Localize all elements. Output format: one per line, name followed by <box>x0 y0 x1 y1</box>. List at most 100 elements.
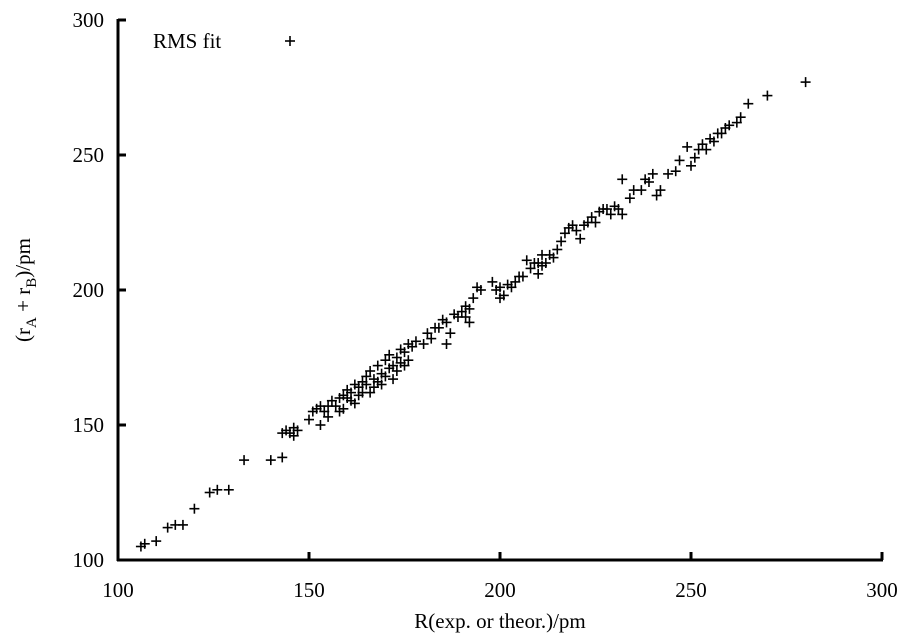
data-point <box>212 484 223 495</box>
data-point <box>590 217 601 228</box>
data-point <box>540 258 551 268</box>
legend-marker <box>285 36 295 46</box>
data-point <box>368 382 379 393</box>
data-point <box>636 185 647 196</box>
data-point <box>487 276 498 287</box>
y-axis-title-part: )/pm <box>11 238 35 278</box>
x-tick-label: 200 <box>484 578 516 602</box>
data-point <box>571 225 582 236</box>
data-point <box>464 303 475 314</box>
data-point <box>548 252 559 263</box>
data-point <box>407 341 418 352</box>
legend: RMS fit <box>153 29 295 53</box>
data-point <box>651 190 662 201</box>
data-point <box>689 152 700 163</box>
data-point <box>372 360 383 371</box>
data-point <box>464 317 475 328</box>
data-point <box>525 263 536 274</box>
data-point <box>624 193 635 204</box>
data-point <box>647 168 658 179</box>
data-point <box>521 255 532 266</box>
data-point <box>724 120 735 131</box>
data-point <box>399 347 410 358</box>
data-point <box>139 538 150 549</box>
data-point <box>277 452 288 463</box>
y-axis-title: (rA + rB)/pm <box>11 238 40 342</box>
data-point <box>468 293 479 304</box>
data-point <box>388 360 399 371</box>
data-point <box>338 403 349 414</box>
data-point <box>559 228 570 239</box>
data-point <box>445 328 456 339</box>
data-point <box>426 333 437 344</box>
data-point <box>349 398 360 409</box>
y-axis-title-part: (r <box>11 328 35 342</box>
data-point <box>380 371 391 382</box>
data-point <box>601 204 612 214</box>
data-point <box>708 136 719 147</box>
data-point <box>731 117 742 128</box>
data-point <box>319 406 330 417</box>
x-tick-label: 300 <box>866 578 898 602</box>
data-points <box>135 77 811 552</box>
y-axis-title-part: + r <box>11 288 35 317</box>
data-point <box>605 209 616 220</box>
y-axis-title-subscript-b: B <box>24 278 40 288</box>
data-point <box>204 487 215 498</box>
data-point <box>495 282 505 293</box>
data-point <box>399 360 410 371</box>
data-point <box>460 312 471 322</box>
data-point <box>365 387 376 398</box>
data-point <box>326 395 337 406</box>
data-point <box>323 411 334 422</box>
y-tick-label: 150 <box>73 413 105 437</box>
data-point <box>670 166 681 177</box>
legend-marker-plus-icon <box>285 36 295 46</box>
data-point <box>177 519 188 530</box>
data-point <box>189 503 200 514</box>
data-point <box>365 366 376 376</box>
data-point <box>643 177 654 187</box>
data-point <box>682 141 693 152</box>
data-point <box>346 387 357 398</box>
y-tick-label: 100 <box>73 548 105 572</box>
data-point <box>674 155 685 166</box>
data-point <box>498 290 509 301</box>
data-point <box>800 77 811 88</box>
data-point <box>330 401 341 412</box>
x-tick-label: 100 <box>102 578 134 602</box>
x-tick-label: 150 <box>293 578 325 602</box>
data-point <box>353 382 364 393</box>
data-point <box>265 455 276 466</box>
y-tick-label: 300 <box>73 8 105 32</box>
data-point <box>384 349 395 360</box>
data-point <box>586 212 597 223</box>
data-point <box>288 430 299 441</box>
x-tick-label: 250 <box>675 578 707 602</box>
data-point <box>418 339 429 349</box>
data-point <box>762 90 773 101</box>
data-point <box>533 268 544 279</box>
legend-label: RMS fit <box>153 29 221 53</box>
data-point <box>391 352 402 363</box>
data-point <box>391 366 402 376</box>
data-point <box>743 98 754 109</box>
data-point <box>701 144 712 155</box>
data-point <box>315 420 326 430</box>
data-point <box>456 306 467 317</box>
x-ticks: 100 150 200 250 300 <box>102 552 898 602</box>
data-point <box>517 271 528 282</box>
data-point <box>151 536 162 547</box>
data-point <box>617 174 628 185</box>
data-point <box>506 282 517 293</box>
data-point <box>655 185 666 196</box>
data-point <box>613 204 624 214</box>
data-point <box>735 112 746 123</box>
data-point <box>510 276 521 287</box>
data-point <box>475 285 486 295</box>
y-tick-label: 250 <box>73 143 105 167</box>
data-point <box>686 160 696 171</box>
data-point <box>162 522 173 533</box>
